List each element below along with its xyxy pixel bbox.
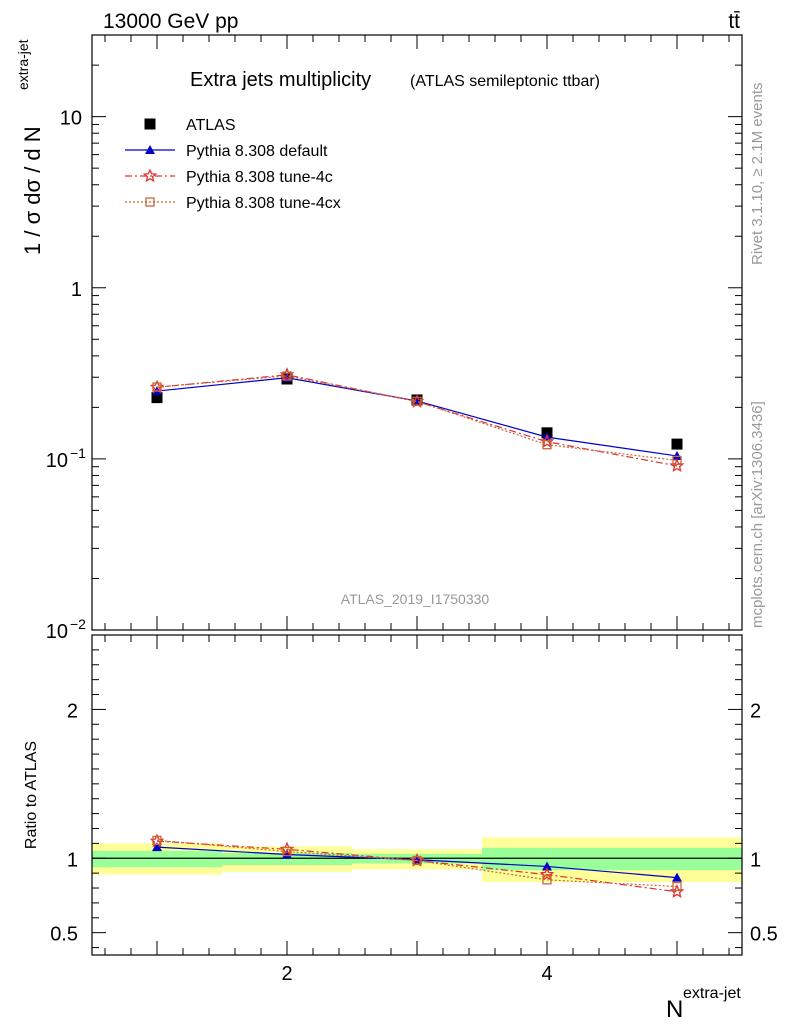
main-y-tick-label-exponent: −1 [70,445,86,461]
main-y-axis-label: 1 / σ dσ / d N extra-jet [15,39,45,255]
chart-title: Extra jets multiplicity [190,69,371,91]
ratio-point-pythia-8-308-default [282,849,292,859]
legend-marker [142,168,158,183]
main-point-pythia-8-308-tune-4cx [672,455,682,466]
ratio-plot-frame [91,634,743,956]
ratio-point-pythia-8-308-default [542,861,552,871]
main-y-label: 1 / σ dσ / d N [20,126,45,255]
x-axis-label-sup: extra-jet [683,985,741,1002]
ratio-y-tick-label-right: 2 [750,700,761,722]
main-y-label-sup: extra-jet [15,39,31,90]
x-axis-label: N [666,996,683,1023]
main-line-pythia-8-308-tune-4cx [156,375,678,461]
stat-uncertainty-band [92,850,222,868]
main-point-atlas [671,438,683,450]
mcplots-label: mcplots.cern.ch [arXiv:1306.3436] [749,401,766,628]
legend-entry-label: Pythia 8.308 tune-4c [186,169,333,186]
ratio-point-pythia-8-308-tune-4cx [282,846,292,857]
ratio-y-tick-label-right: 1 [750,849,761,871]
ratio-line-pythia-8-308-tune-4cx [156,839,678,888]
stat-uncertainty-band [222,853,352,865]
main-point-pythia-8-308-tune-4cx [412,396,422,406]
ratio-point-pythia-8-308-default [672,872,682,882]
main-y-tick-label: 1 [71,279,82,301]
ratio-point-pythia-8-308-tune-4cx [672,881,682,892]
main-point-pythia-8-308-tune-4cx [542,440,552,450]
main-point-pythia-8-308-tune-4cx [152,382,162,392]
main-point-pythia-8-308-tune-4cx [282,371,292,381]
main-y-tick-label: 10 [46,621,68,643]
ratio-point-pythia-8-308-tune-4cx [542,875,552,885]
main-y-tick-label-exponent: −2 [70,616,86,632]
ratio-point-pythia-8-308-tune-4cx [412,855,422,866]
analysis-watermark: ATLAS_2019_I1750330 [341,591,490,607]
legend-marker [145,145,155,154]
process-label: tt̄ [728,10,740,33]
legend-entry-label: Pythia 8.308 tune-4cx [186,195,341,212]
ratio-y-label: Ratio to ATLAS [23,741,40,849]
legend-marker [144,118,156,130]
ratio-point-pythia-8-308-tune-4cx [152,835,162,846]
chart-subtitle: (ATLAS semileptonic ttbar) [410,73,600,90]
ratio-point-pythia-8-308-tune-4c [539,866,555,881]
legend-entry-label: ATLAS [186,117,236,134]
main-point-atlas [151,392,163,404]
main-point-pythia-8-308-tune-4c [539,434,555,448]
ratio-y-tick-label-left: 1 [67,849,78,871]
energy-label: 13000 GeV pp [103,10,238,33]
main-line-pythia-8-308-tune-4c [156,374,678,467]
main-y-tick-label: 10 [46,450,68,472]
legend-marker [145,197,155,207]
ratio-y-tick-label-left: 0.5 [50,924,78,946]
ratio-y-tick-label-right: 0.5 [750,924,778,946]
x-tick-label: 4 [541,963,552,985]
x-tick-label: 2 [281,963,292,985]
ratio-point-pythia-8-308-default [152,842,162,852]
main-point-pythia-8-308-default [672,450,682,460]
legend-entry-label: Pythia 8.308 default [186,143,328,160]
main-line-pythia-8-308-default [156,377,678,457]
ratio-y-tick-label-left: 2 [67,700,78,722]
rivet-label: Rivet 3.1.10, ≥ 2.1M events [749,83,766,266]
stat-uncertainty-band [482,847,742,871]
main-y-tick-label: 10 [60,108,82,130]
